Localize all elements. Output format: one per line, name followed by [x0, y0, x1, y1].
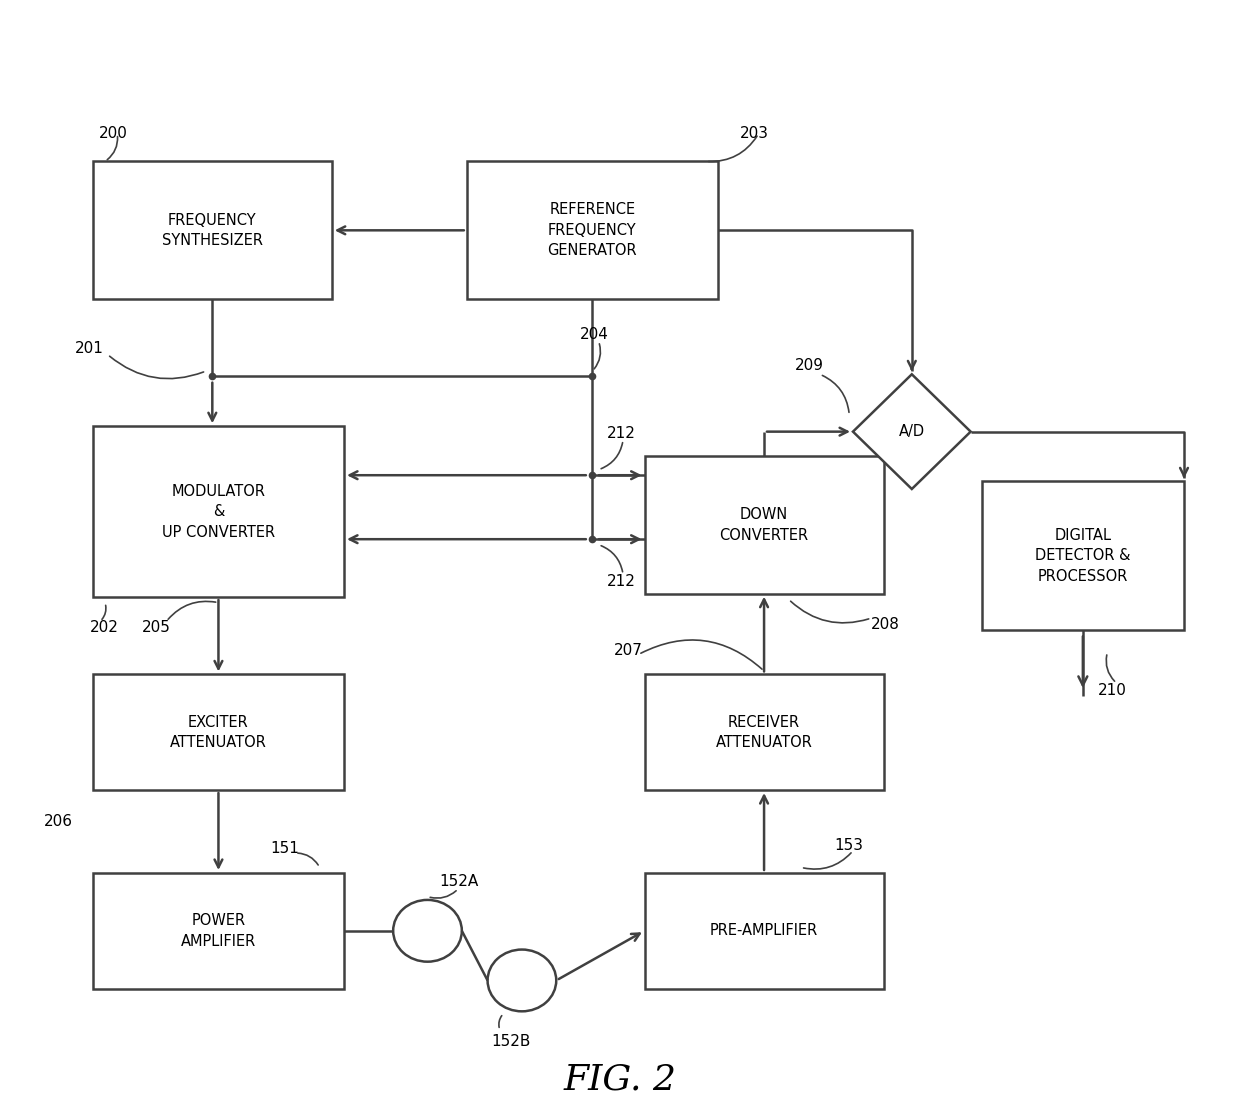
Text: MODULATOR
&
UP CONVERTER: MODULATOR & UP CONVERTER [162, 484, 275, 540]
Text: FIG. 2: FIG. 2 [563, 1062, 677, 1096]
FancyBboxPatch shape [466, 161, 718, 299]
FancyBboxPatch shape [645, 675, 884, 790]
Text: 151: 151 [270, 841, 299, 856]
Text: 210: 210 [1099, 684, 1127, 698]
FancyBboxPatch shape [93, 872, 345, 989]
Text: 209: 209 [795, 357, 825, 373]
Text: 207: 207 [614, 642, 642, 658]
Text: POWER
AMPLIFIER: POWER AMPLIFIER [181, 913, 257, 948]
Text: 205: 205 [141, 621, 171, 636]
FancyBboxPatch shape [645, 872, 884, 989]
FancyBboxPatch shape [93, 161, 332, 299]
Text: 200: 200 [99, 126, 128, 142]
FancyBboxPatch shape [645, 456, 884, 594]
Text: 204: 204 [580, 327, 609, 342]
Text: 206: 206 [43, 813, 73, 829]
Text: 153: 153 [835, 838, 863, 852]
Text: 203: 203 [740, 126, 769, 142]
Text: 152A: 152A [440, 873, 479, 889]
Text: REFERENCE
FREQUENCY
GENERATOR: REFERENCE FREQUENCY GENERATOR [548, 202, 637, 258]
Text: 212: 212 [608, 574, 636, 589]
Text: RECEIVER
ATTENUATOR: RECEIVER ATTENUATOR [715, 715, 812, 750]
Text: 152B: 152B [491, 1033, 531, 1049]
FancyBboxPatch shape [93, 426, 345, 598]
Polygon shape [853, 374, 971, 489]
FancyBboxPatch shape [93, 675, 345, 790]
Text: DIGITAL
DETECTOR &
PROCESSOR: DIGITAL DETECTOR & PROCESSOR [1035, 528, 1131, 584]
Text: 201: 201 [74, 342, 103, 356]
FancyBboxPatch shape [982, 481, 1184, 630]
Text: 208: 208 [872, 618, 900, 632]
Text: FREQUENCY
SYNTHESIZER: FREQUENCY SYNTHESIZER [161, 212, 263, 248]
Text: PRE-AMPLIFIER: PRE-AMPLIFIER [711, 924, 818, 938]
Text: EXCITER
ATTENUATOR: EXCITER ATTENUATOR [170, 715, 267, 750]
Text: DOWN
CONVERTER: DOWN CONVERTER [719, 507, 808, 543]
Text: 202: 202 [91, 621, 119, 636]
Text: A/D: A/D [899, 424, 925, 439]
Text: 212: 212 [608, 426, 636, 441]
